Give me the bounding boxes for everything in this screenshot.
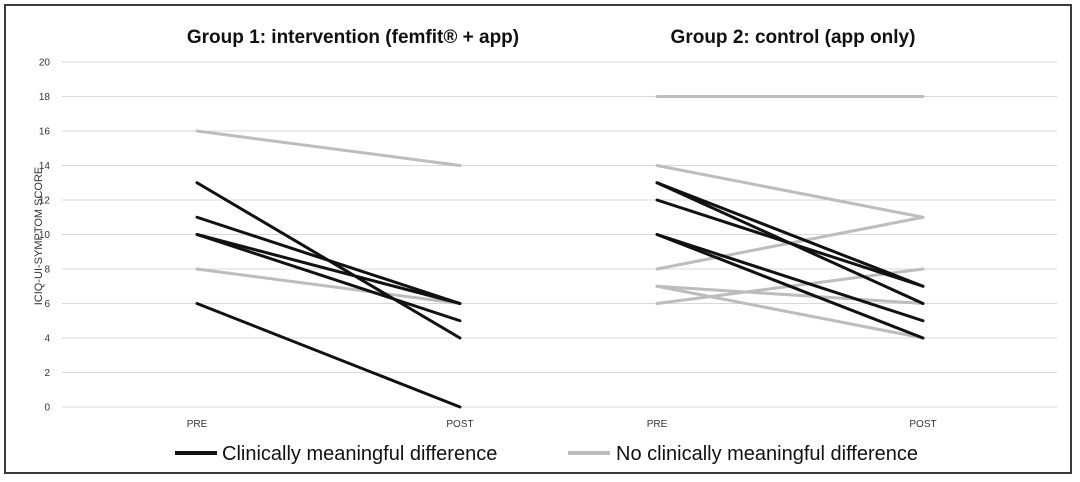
x-tick-label: PRE	[647, 419, 668, 430]
series-line-meaningful	[195, 233, 462, 305]
legend-label-not-meaningful: No clinically meaningful difference	[616, 443, 918, 465]
series-line-meaningful	[195, 302, 462, 409]
series-line-not-meaningful	[195, 267, 462, 305]
panel-group-1: Group 1: intervention (femfit® + app) PR…	[187, 27, 519, 430]
grid-layer	[62, 61, 1057, 408]
series-line-meaningful	[655, 233, 925, 340]
series-line-not-meaningful	[195, 129, 462, 167]
y-tick-labels: 0 2 4 6 8 10 12 14 16 18 20	[39, 58, 51, 414]
x-tick-label: POST	[909, 419, 936, 430]
panel-1-lines	[195, 129, 462, 409]
y-tick-label: 14	[39, 161, 51, 172]
panel-title-group-2: Group 2: control (app only)	[671, 27, 916, 48]
y-tick-label: 2	[44, 368, 50, 379]
panel-1-x-ticks: PRE POST	[187, 419, 474, 430]
x-tick-label: POST	[446, 419, 473, 430]
y-axis-label: ICIQ-UI-SYMPTOM SCORE	[33, 167, 45, 306]
series-line-meaningful	[195, 215, 462, 305]
legend: Clinically meaningful difference No clin…	[175, 443, 918, 465]
series-line-meaningful	[655, 198, 925, 288]
panel-group-2: Group 2: control (app only) PRE POST	[647, 27, 937, 430]
series-line-not-meaningful	[655, 284, 925, 340]
y-tick-label: 0	[44, 403, 50, 414]
series-line-not-meaningful	[655, 284, 925, 305]
legend-label-meaningful: Clinically meaningful difference	[222, 443, 497, 465]
y-tick-label: 16	[39, 127, 51, 138]
y-tick-label: 12	[39, 196, 51, 207]
panel-title-group-1: Group 1: intervention (femfit® + app)	[187, 27, 519, 48]
panel-2-x-ticks: PRE POST	[647, 419, 937, 430]
y-tick-label: 6	[44, 299, 50, 310]
y-tick-label: 10	[39, 230, 51, 241]
panel-2-lines	[655, 95, 925, 340]
series-line-meaningful	[655, 233, 925, 323]
x-tick-label: PRE	[187, 419, 208, 430]
y-tick-label: 8	[44, 265, 50, 276]
y-tick-label: 18	[39, 92, 51, 103]
series-line-meaningful	[655, 181, 925, 288]
series-line-meaningful	[195, 233, 462, 323]
y-tick-label: 4	[44, 334, 50, 345]
y-tick-label: 20	[39, 58, 51, 69]
series-line-not-meaningful	[655, 164, 925, 219]
figure-frame	[4, 4, 1072, 474]
